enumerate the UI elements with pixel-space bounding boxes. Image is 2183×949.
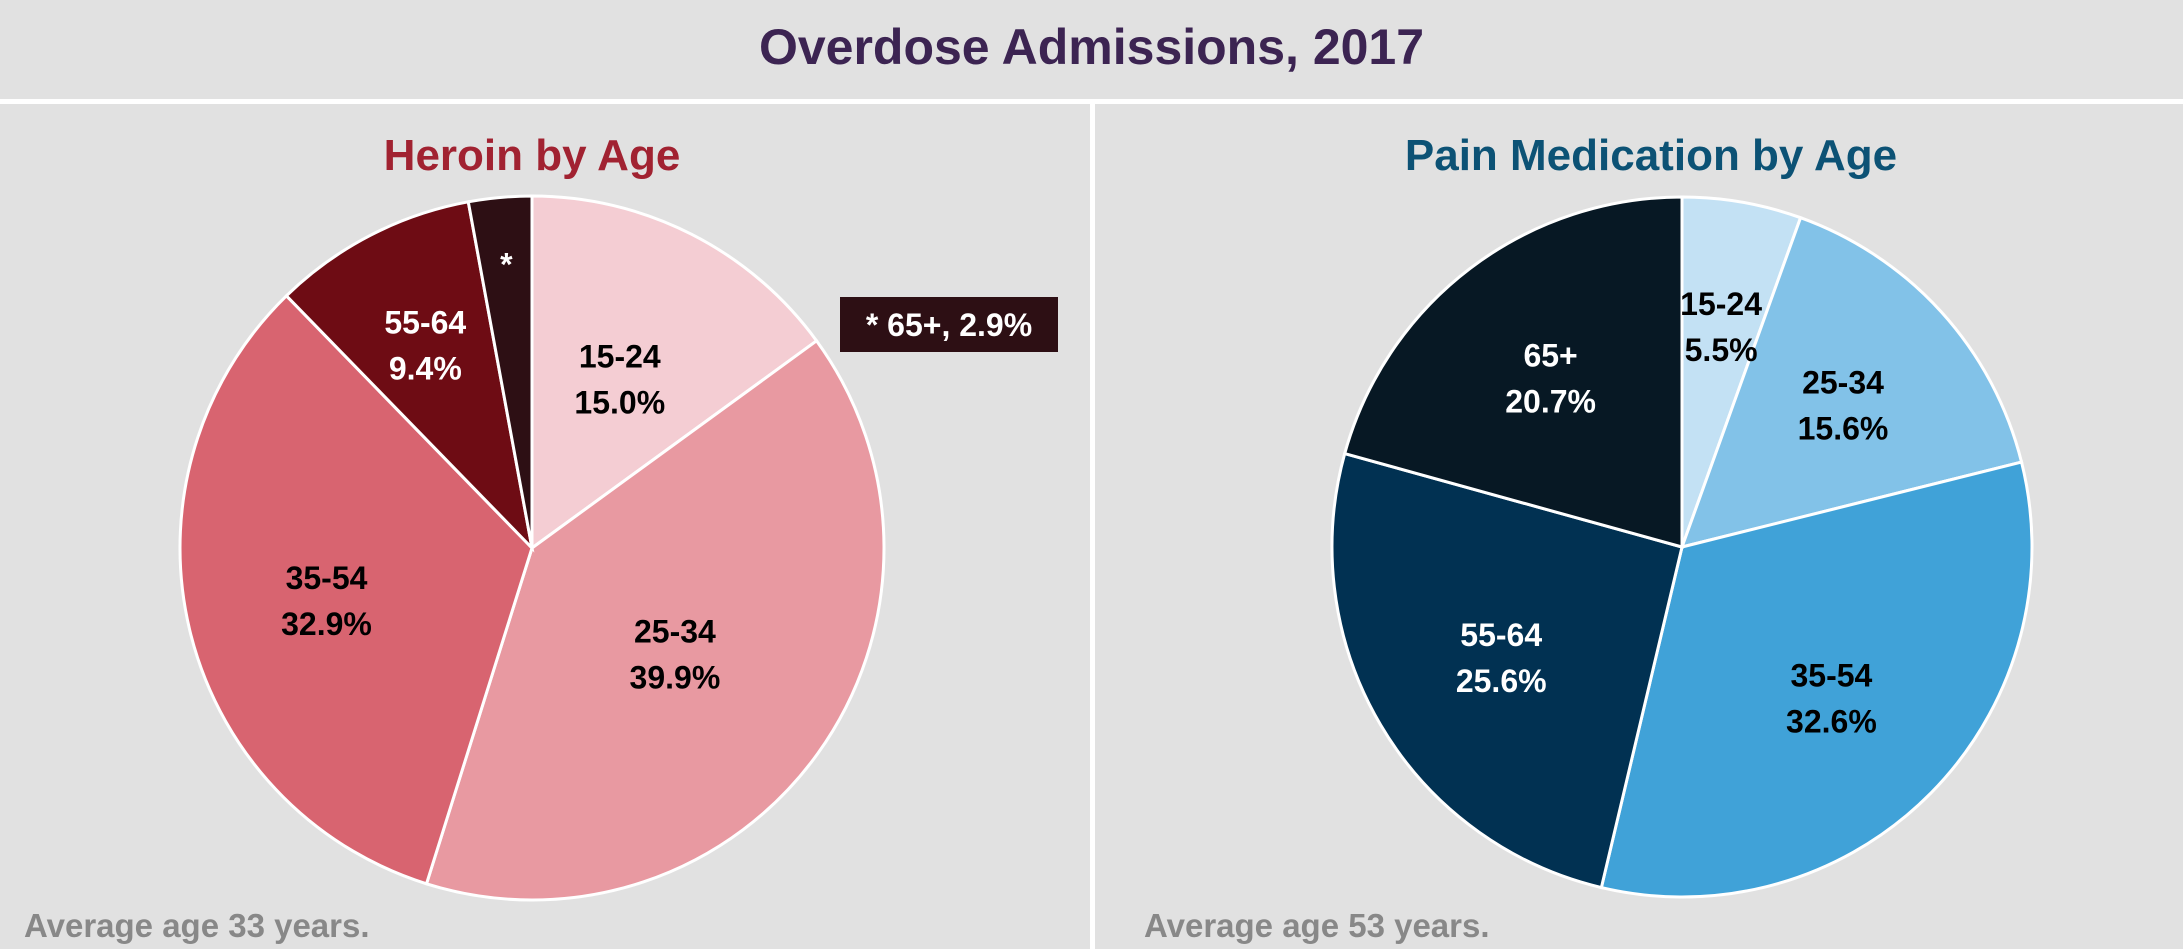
pain-slice-label-15-24: 15-24 5.5% [1680, 286, 1762, 368]
heroin-slice-65plus [466, 194, 534, 549]
pain-chart-title: Pain Medication by Age [1405, 131, 1897, 180]
header-divider [0, 99, 2183, 104]
pain-slice-label-55-64: 55-64 25.6% [1456, 617, 1547, 699]
page-title: Overdose Admissions, 2017 [758, 19, 1425, 75]
pain-medication-pie-chart: Pain Medication by Age 15-24 5.5% 25-34 15.… [1144, 131, 2034, 944]
pain-slice-label-35-54: 35-54 32.6% [1786, 658, 1877, 740]
pain-slice-35-54 [1599, 460, 2034, 899]
pain-average-age-note: Average age 53 years. [1144, 907, 1490, 944]
heroin-slice-label-65plus: * [500, 247, 513, 283]
pain-slice-label-65+: 65+ 20.7% [1505, 337, 1596, 419]
panel-divider [1090, 104, 1095, 949]
pain-slice-55-64 [1330, 451, 1684, 890]
heroin-slice-label-15-24: 15-24 15.0% [574, 339, 665, 421]
heroin-slice-label-35-54: 35-54 32.9% [281, 560, 372, 642]
heroin-slice-15-24 [530, 194, 819, 551]
heroin-callout-box [840, 297, 1058, 352]
pain-slice-25-34 [1679, 215, 2024, 550]
heroin-chart-title: Heroin by Age [384, 131, 681, 180]
heroin-average-age-note: Average age 33 years. [24, 907, 370, 944]
heroin-slice-label-25-34: 25-34 39.9% [630, 614, 721, 696]
pain-slice-65+ [1342, 195, 1684, 549]
heroin-callout-text: * 65+, 2.9% [866, 307, 1032, 343]
pain-slice-label-25-34: 25-34 15.6% [1798, 365, 1889, 447]
heroin-slice-label-55-64: 55-64 9.4% [384, 305, 466, 387]
heroin-slice-25-34 [424, 338, 886, 902]
heroin-callout: * 65+, 2.9% [840, 297, 1058, 352]
heroin-pie-chart: Heroin by Age 15-24 15.0% 25-34 39.9% 35-54 3… [24, 131, 1058, 944]
heroin-slice-35-54 [178, 293, 534, 886]
heroin-slice-55-64 [284, 200, 535, 553]
